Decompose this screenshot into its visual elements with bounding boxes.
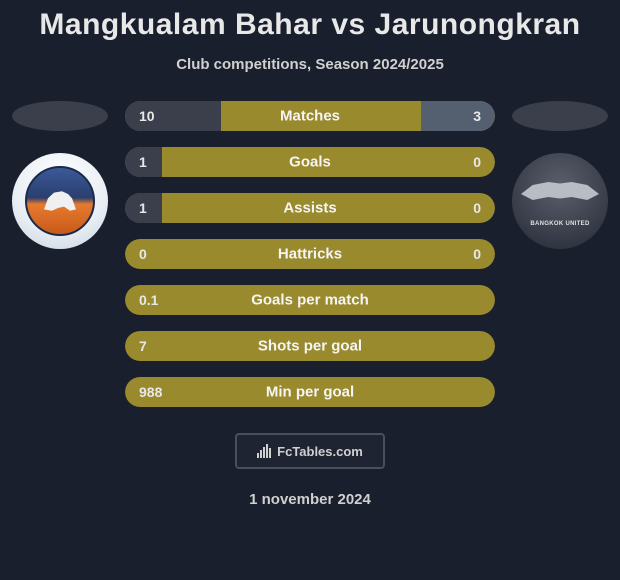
stat-row: 988 Min per goal (125, 377, 495, 407)
bar-right-fill (421, 101, 495, 131)
horse-icon (40, 187, 80, 215)
stat-row: 0.1 Goals per match (125, 285, 495, 315)
chart-area: 103Matches10Goals10Assists00Hattricks0.1… (0, 101, 620, 407)
brand-badge: FcTables.com (235, 433, 385, 469)
stat-row: 10 3 Matches (125, 101, 495, 131)
left-team-logo (12, 153, 108, 249)
stat-right-value: 0 (473, 200, 481, 216)
stat-row: 1 0 Goals (125, 147, 495, 177)
footer-date: 1 november 2024 (249, 491, 371, 508)
right-team-logo: BANGKOK UNITED (512, 153, 608, 249)
comparison-infographic: Mangkualam Bahar vs Jarunongkran Club co… (0, 0, 620, 580)
left-team-column (5, 101, 115, 249)
bars-icon (257, 444, 271, 458)
stat-left-value: 1 (139, 200, 147, 216)
page-title: Mangkualam Bahar vs Jarunongkran (39, 8, 580, 42)
stat-label: Matches (280, 108, 340, 125)
stat-label: Assists (283, 200, 336, 217)
stat-label: Goals per match (251, 292, 369, 309)
right-shadow-ellipse (512, 101, 608, 131)
left-team-crest (25, 166, 95, 236)
stat-right-value: 0 (473, 154, 481, 170)
stat-right-value: 0 (473, 246, 481, 262)
brand-text: FcTables.com (277, 444, 363, 459)
stat-label: Shots per goal (258, 338, 362, 355)
right-team-logo-text: BANGKOK UNITED (530, 221, 589, 227)
stat-left-value: 1 (139, 154, 147, 170)
stat-row: 7 Shots per goal (125, 331, 495, 361)
stat-bars: 103Matches10Goals10Assists00Hattricks0.1… (125, 101, 495, 407)
stat-left-value: 988 (139, 384, 162, 400)
stat-left-value: 10 (139, 108, 155, 124)
left-shadow-ellipse (12, 101, 108, 131)
stat-left-value: 0.1 (139, 292, 158, 308)
stat-left-value: 0 (139, 246, 147, 262)
stat-left-value: 7 (139, 338, 147, 354)
wings-icon (521, 179, 599, 209)
stat-label: Min per goal (266, 384, 354, 401)
stat-row: 0 0 Hattricks (125, 239, 495, 269)
stat-row: 1 0 Assists (125, 193, 495, 223)
stat-right-value: 3 (473, 108, 481, 124)
right-team-column: BANGKOK UNITED (505, 101, 615, 249)
stat-label: Goals (289, 154, 331, 171)
stat-label: Hattricks (278, 246, 342, 263)
subtitle: Club competitions, Season 2024/2025 (176, 56, 444, 73)
